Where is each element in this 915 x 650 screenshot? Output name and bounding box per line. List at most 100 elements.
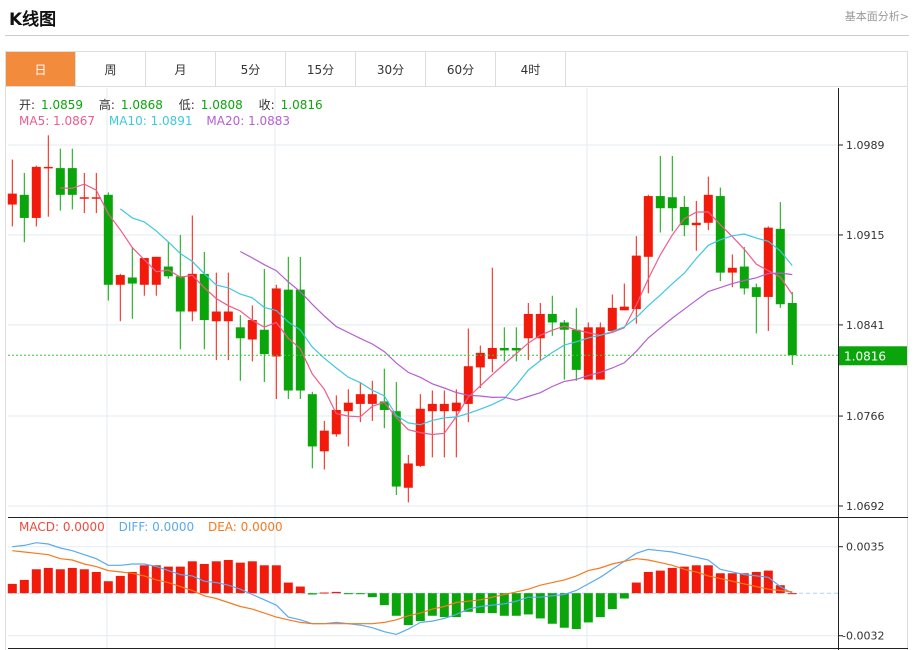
tab-week[interactable]: 周 <box>76 52 146 86</box>
macd-bar <box>739 573 749 594</box>
macd-bar <box>655 570 665 594</box>
candle-body <box>547 313 557 323</box>
ma5-value: MA5: 1.0867 <box>19 114 96 128</box>
candle-body <box>775 228 785 305</box>
candle-body <box>703 194 713 223</box>
candle-body <box>55 168 65 195</box>
macd-bar <box>259 565 269 594</box>
candle-body <box>19 194 29 218</box>
macd-bar <box>331 591 341 594</box>
macd-bar <box>43 567 53 594</box>
tab-4hour[interactable]: 4时 <box>496 52 566 86</box>
macd-bar <box>187 561 197 594</box>
macd-bar <box>631 582 641 594</box>
macd-bar <box>355 593 365 595</box>
period-tabs: 日 周 月 5分 15分 30分 60分 4时 <box>5 51 908 87</box>
close-label: 收: <box>258 98 275 112</box>
candle-body <box>727 267 737 273</box>
ma20-value: MA20: 1.0883 <box>206 114 291 128</box>
tab-60min[interactable]: 60分 <box>426 52 496 86</box>
tab-30min[interactable]: 30分 <box>356 52 426 86</box>
candle-body <box>331 409 341 435</box>
candle-body <box>91 197 101 199</box>
macd-bar <box>643 571 653 594</box>
macd-bar <box>247 561 257 594</box>
macd-bar <box>31 569 41 594</box>
macd-bar <box>79 569 89 594</box>
macd-bar <box>199 563 209 594</box>
macd-bar <box>235 562 245 594</box>
macd-bar <box>379 593 389 606</box>
candle-body <box>295 289 305 391</box>
candle-body <box>235 327 245 339</box>
candle-body <box>163 266 173 277</box>
macd-bar <box>619 593 629 599</box>
ma10-line <box>119 208 793 426</box>
close-value: 1.0816 <box>280 98 323 112</box>
tab-5min[interactable]: 5分 <box>216 52 286 86</box>
candle-body <box>595 327 605 380</box>
candle-body <box>187 273 197 312</box>
macd-bar <box>427 593 437 616</box>
price-tick-label: 1.0989 <box>846 139 885 152</box>
high-value: 1.0868 <box>120 98 163 112</box>
macd-bar <box>115 575 125 594</box>
price-tick-label: 1.0692 <box>846 500 885 513</box>
macd-bar <box>607 593 617 610</box>
candle-body <box>571 329 581 370</box>
dea-value: DEA: 0.0000 <box>207 520 283 534</box>
macd-bar <box>367 593 377 598</box>
macd-bar <box>667 567 677 594</box>
macd-bar <box>559 593 569 628</box>
candle-body <box>211 311 221 322</box>
candle-body <box>643 196 653 257</box>
open-label: 开: <box>19 98 36 112</box>
macd-bar <box>343 593 353 595</box>
candle-body <box>667 197 677 209</box>
tab-day[interactable]: 日 <box>6 52 76 86</box>
candle-body <box>499 347 509 351</box>
diff-line <box>12 542 793 636</box>
macd-bar <box>571 593 581 630</box>
candle-body <box>403 463 413 488</box>
chart-area[interactable] <box>5 87 908 650</box>
candle-body <box>463 366 473 404</box>
candle-body <box>43 166 53 169</box>
current-price-tag <box>839 346 907 366</box>
macd-bar <box>547 593 557 624</box>
macd-bar <box>415 593 425 622</box>
candle-body <box>523 313 533 339</box>
candle-body <box>475 352 485 368</box>
candle-body <box>199 273 209 321</box>
macd-bar <box>463 593 473 612</box>
dea-line <box>12 550 793 625</box>
candle-body <box>103 194 113 285</box>
tab-month[interactable]: 月 <box>146 52 216 86</box>
tab-15min[interactable]: 15分 <box>286 52 356 86</box>
fundamental-analysis-link[interactable]: 基本面分析> <box>844 10 909 23</box>
candle-body <box>343 402 353 412</box>
candle-body <box>763 227 773 297</box>
candle-body <box>115 275 125 285</box>
macd-bar <box>775 585 785 594</box>
macd-bar <box>163 566 173 594</box>
macd-bar <box>319 592 329 594</box>
candle-body <box>415 408 425 466</box>
macd-bar <box>19 579 29 594</box>
macd-info: MACD: 0.0000 DIFF: 0.0000 DEA: 0.0000 <box>19 520 289 534</box>
macd-bar <box>715 573 725 594</box>
price-tick-label: 1.0915 <box>846 229 885 242</box>
diff-value: DIFF: 0.0000 <box>118 520 195 534</box>
macd-bar <box>475 593 485 614</box>
macd-bar <box>751 571 761 594</box>
macd-bar <box>55 569 65 594</box>
candle-body <box>679 206 689 226</box>
current-price-label: 1.0816 <box>844 349 886 363</box>
macd-bar <box>703 565 713 594</box>
macd-bar <box>295 586 305 594</box>
candle-body <box>259 329 269 355</box>
macd-bar <box>139 565 149 594</box>
ma10-value: MA10: 1.0891 <box>108 114 193 128</box>
candle-body <box>631 255 641 310</box>
